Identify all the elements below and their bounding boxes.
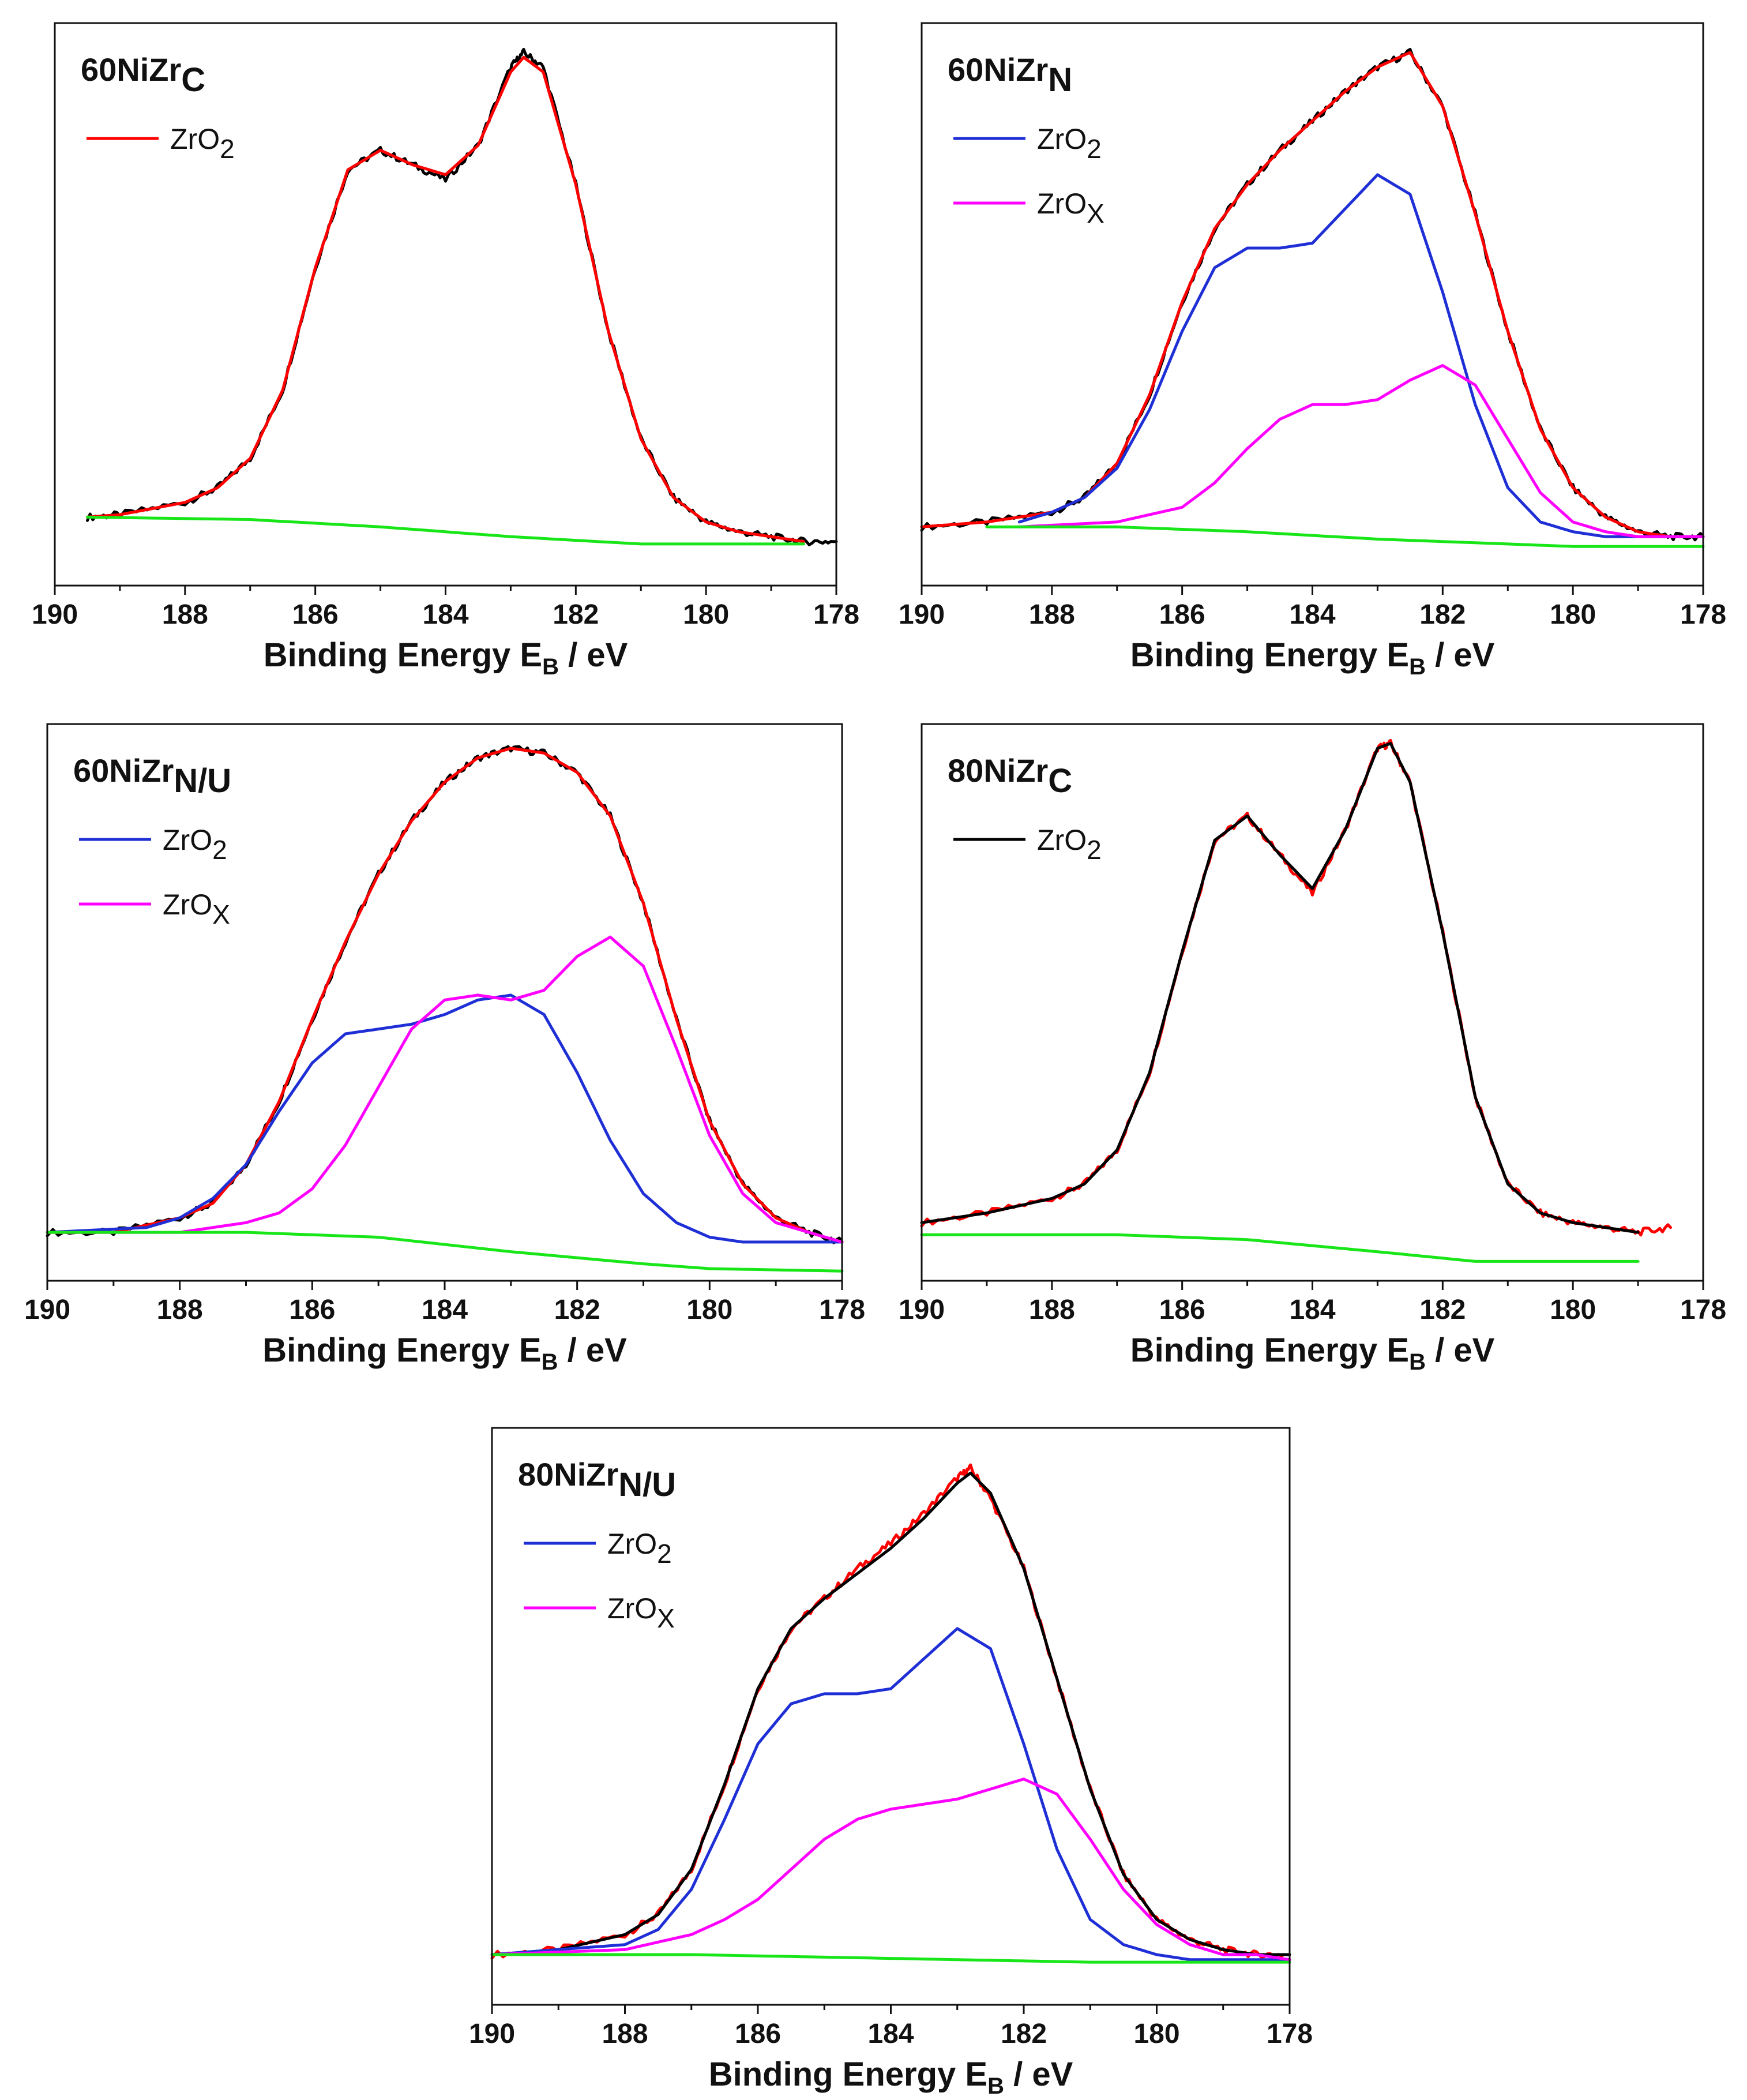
x-tick-label: 178 (1680, 1295, 1726, 1325)
panel-60nizr-nu: 190 188 186 184 182 180 178 Binding Energy EB /… (24, 723, 865, 1375)
x-axis-label: Binding Energy EB / eV (1130, 1332, 1495, 1375)
series-envelope (920, 51, 1705, 538)
x-tick-label: 178 (813, 599, 859, 630)
series-experimental (920, 742, 1640, 1234)
x-tick-label: 182 (1419, 1295, 1466, 1325)
series-envelope (46, 747, 844, 1244)
series-zrox (490, 1777, 1291, 1962)
legend-label: ZrO2 (1037, 123, 1102, 164)
legend-label: ZrO2 (170, 123, 235, 164)
panel-title: 60NiZrN/U (73, 752, 231, 800)
series-experimental (490, 1471, 1291, 1956)
x-tick-label: 186 (735, 2019, 781, 2049)
series-zrox (1017, 364, 1705, 538)
x-tick-label: 184 (1289, 599, 1335, 630)
x-tick-label: 178 (819, 1295, 865, 1325)
series-background (86, 515, 805, 546)
series-background (985, 525, 1705, 548)
x-tick-label: 184 (867, 2019, 914, 2049)
series-zrox (46, 935, 844, 1244)
plot-frame (491, 1427, 1291, 2006)
x-tick-label: 182 (553, 599, 599, 630)
x-tick-label: 190 (469, 2019, 515, 2049)
legend-label: ZrOX (1037, 187, 1104, 228)
x-tick-label: 180 (1550, 599, 1596, 630)
x-tick-label: 188 (162, 599, 208, 630)
series-background (46, 1231, 844, 1273)
x-tick-label: 184 (1289, 1295, 1335, 1325)
x-tick-label: 180 (683, 599, 729, 630)
x-tick-label: 188 (1029, 1295, 1075, 1325)
x-axis-label: Binding Energy EB / eV (1130, 636, 1495, 680)
x-tick-label: 186 (1159, 1295, 1205, 1325)
x-tick-label: 180 (686, 1295, 732, 1325)
series-background (490, 1953, 1291, 1964)
panel-title: 80NiZrC (948, 752, 1072, 800)
x-tick-label: 186 (289, 1295, 335, 1325)
x-tick-label: 186 (1159, 599, 1205, 630)
x-tick-label: 190 (32, 599, 78, 630)
panel-80nizr-c: 190 188 186 184 182 180 178 Binding Energy EB /… (899, 723, 1726, 1375)
x-tick-label: 184 (422, 1295, 468, 1325)
x-tick-label: 190 (899, 1295, 945, 1325)
x-tick-label: 178 (1680, 599, 1726, 630)
series-background (920, 1233, 1640, 1263)
x-tick-label: 188 (602, 2019, 648, 2049)
x-tick-label: 188 (157, 1295, 203, 1325)
legend-label: ZrOX (607, 1592, 675, 1633)
plot-frame (921, 723, 1704, 1282)
legend-label: ZrO2 (163, 824, 227, 865)
x-axis-label: Binding Energy EB / eV (264, 636, 628, 680)
x-tick-label: 190 (24, 1295, 70, 1325)
x-tick-label: 180 (1550, 1295, 1596, 1325)
series-zro2 (490, 1627, 1291, 1962)
series-zro2 (1017, 173, 1705, 538)
legend-label: ZrO2 (1037, 824, 1102, 865)
plot-frame (54, 22, 837, 587)
series-zro2 (46, 993, 844, 1244)
panel-80nizr-nu: 190 188 186 184 182 180 178 Binding Energy EB /… (469, 1427, 1313, 2099)
x-tick-label: 182 (554, 1295, 600, 1325)
x-tick-label: 184 (422, 599, 468, 630)
plot-frame (46, 723, 843, 1282)
x-tick-label: 190 (899, 599, 945, 630)
legend-label: ZrOX (163, 888, 230, 929)
x-tick-label: 180 (1133, 2019, 1179, 2049)
series-envelope (86, 55, 805, 543)
legend-label: ZrO2 (607, 1528, 672, 1569)
x-tick-label: 178 (1267, 2019, 1313, 2049)
x-tick-label: 188 (1029, 599, 1075, 630)
panel-60nizr-n: 190 188 186 184 182 180 178 Binding Energy EB /… (899, 22, 1726, 680)
panel-title: 60NiZrC (81, 51, 205, 99)
series-experimental (46, 745, 844, 1244)
x-tick-label: 186 (292, 599, 339, 630)
x-tick-label: 182 (1001, 2019, 1047, 2049)
panel-title: 80NiZrN/U (518, 1456, 676, 1503)
x-tick-label: 182 (1419, 599, 1466, 630)
x-axis-label: Binding Energy EB / eV (709, 2056, 1073, 2099)
panel-title: 60NiZrN (948, 51, 1072, 99)
series-envelope (920, 738, 1672, 1237)
x-axis-label: Binding Energy EB / eV (262, 1332, 627, 1375)
panel-60nizr-c: 190 188 186 184 182 180 178 Binding Energy EB /… (32, 22, 859, 680)
